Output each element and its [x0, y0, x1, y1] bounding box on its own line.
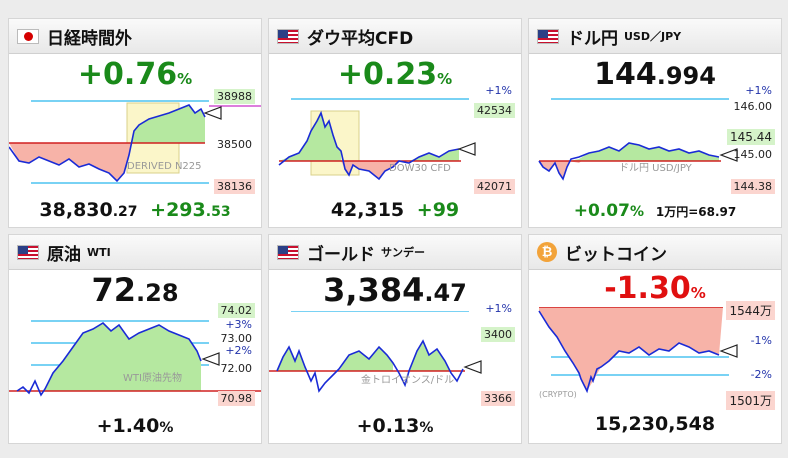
label-top: 74.02 — [217, 303, 255, 318]
mini-chart: DERIVED N225 — [9, 100, 261, 184]
card-subtitle: サンデー — [381, 246, 425, 259]
label-mid: 38500 — [217, 138, 252, 151]
bottom-values: 38,830.27 +293.53 — [39, 199, 231, 221]
bottom-values: +0.13% — [356, 415, 434, 437]
label-pct: +1% — [485, 84, 512, 97]
card-subtitle: USD／JPY — [624, 30, 682, 43]
svg-text:ドル円 USD/JPY: ドル円 USD/JPY — [619, 163, 693, 174]
label-top: 42534 — [474, 103, 515, 118]
label-pct: +1% — [745, 84, 772, 97]
label-bottom: 42071 — [474, 179, 515, 194]
label-p3: +3% — [225, 318, 252, 331]
label-bottom: 3366 — [481, 391, 515, 406]
label-mid: 145.44 — [727, 129, 775, 145]
card-title: ドル円 — [567, 28, 618, 49]
bottom-values: +0.07% 1万円=68.97 — [573, 201, 737, 221]
label-top: 1544万 — [726, 301, 775, 320]
card-title: 日経時間外 — [47, 28, 132, 49]
mini-chart: DOW30 CFD — [278, 98, 476, 181]
price: 3,384.47 — [323, 271, 467, 309]
label-mid2: 145.00 — [733, 148, 773, 161]
label-top: 146.00 — [733, 100, 773, 113]
label-pct: +1% — [485, 302, 512, 315]
jp-flag-icon — [17, 28, 39, 44]
label-m2: -2% — [750, 368, 772, 381]
card-title: ダウ平均CFD — [307, 28, 414, 49]
label-bottom: 1501万 — [726, 391, 775, 410]
card-title: ゴールド — [307, 244, 375, 265]
card-usdjpy[interactable]: ドル円 USD／JPY 144.994 ドル円 USD/JPY +1% 146.… — [528, 18, 782, 228]
price: 72.28 — [91, 271, 179, 309]
card-subtitle: WTI — [87, 245, 111, 259]
mini-chart: WTI原油先物 — [9, 320, 261, 397]
mini-chart: ドル円 USD/JPY — [538, 98, 738, 181]
label-low: 72.00 — [220, 362, 253, 375]
change-percent: +0.76% — [77, 57, 193, 92]
card-header: ₿ ビットコイン — [529, 235, 781, 270]
us-flag-icon — [537, 28, 559, 44]
us-flag-icon — [17, 244, 39, 260]
card-nikkei[interactable]: 日経時間外 +0.76% DERIVED N225 38988 38500 38… — [8, 18, 262, 228]
card-wti[interactable]: 原油 WTI 72.28 WTI原油先物 74.02 +3% 73.00 +2%… — [8, 234, 262, 444]
watermark: DERIVED N225 — [127, 161, 202, 172]
change-percent: -1.30% — [604, 271, 706, 306]
current-price-arrow — [203, 106, 222, 120]
card-header: 原油 WTI — [9, 235, 261, 270]
card-bitcoin[interactable]: ₿ ビットコイン -1.30% (CRYPTO) 1544万 -1% -2% 1… — [528, 234, 782, 444]
svg-text:WTI原油先物: WTI原油先物 — [123, 371, 182, 384]
price: 144.994 — [594, 57, 716, 92]
mini-chart: (CRYPTO) — [538, 307, 738, 399]
label-bottom: 70.98 — [217, 391, 255, 406]
bottom-values: 42,315 +99 — [330, 199, 460, 221]
mini-chart: 金トロイオンス/ドル — [269, 311, 482, 393]
card-header: ゴールド サンデー — [269, 235, 521, 270]
label-mid: 73.00 — [220, 332, 253, 345]
us-flag-icon — [277, 244, 299, 260]
label-top: 38988 — [214, 89, 255, 104]
svg-text:(CRYPTO): (CRYPTO) — [539, 390, 577, 399]
label-bottom: 38136 — [214, 179, 255, 194]
card-header: ダウ平均CFD — [269, 19, 521, 54]
label-m1: -1% — [750, 334, 772, 347]
change-percent: +0.23% — [337, 57, 453, 92]
card-title: ビットコイン — [565, 244, 667, 265]
label-top: 3400 — [481, 327, 515, 342]
bottom-values: 15,230,548 — [594, 413, 716, 435]
bottom-values: +1.40% — [96, 415, 174, 437]
card-title: 原油 — [47, 244, 81, 265]
card-header: 日経時間外 — [9, 19, 261, 54]
svg-text:金トロイオンス/ドル: 金トロイオンス/ドル — [361, 373, 454, 386]
card-header: ドル円 USD／JPY — [529, 19, 781, 54]
card-dow[interactable]: ダウ平均CFD +0.23% DOW30 CFD +1% 42534 42071… — [268, 18, 522, 228]
label-bottom: 144.38 — [730, 179, 775, 194]
bitcoin-icon: ₿ — [537, 242, 557, 262]
us-flag-icon — [277, 28, 299, 44]
svg-text:DOW30 CFD: DOW30 CFD — [389, 163, 451, 174]
label-p2: +2% — [225, 344, 252, 357]
card-gold[interactable]: ゴールド サンデー 3,384.47 金トロイオンス/ドル +1% 3400 3… — [268, 234, 522, 444]
